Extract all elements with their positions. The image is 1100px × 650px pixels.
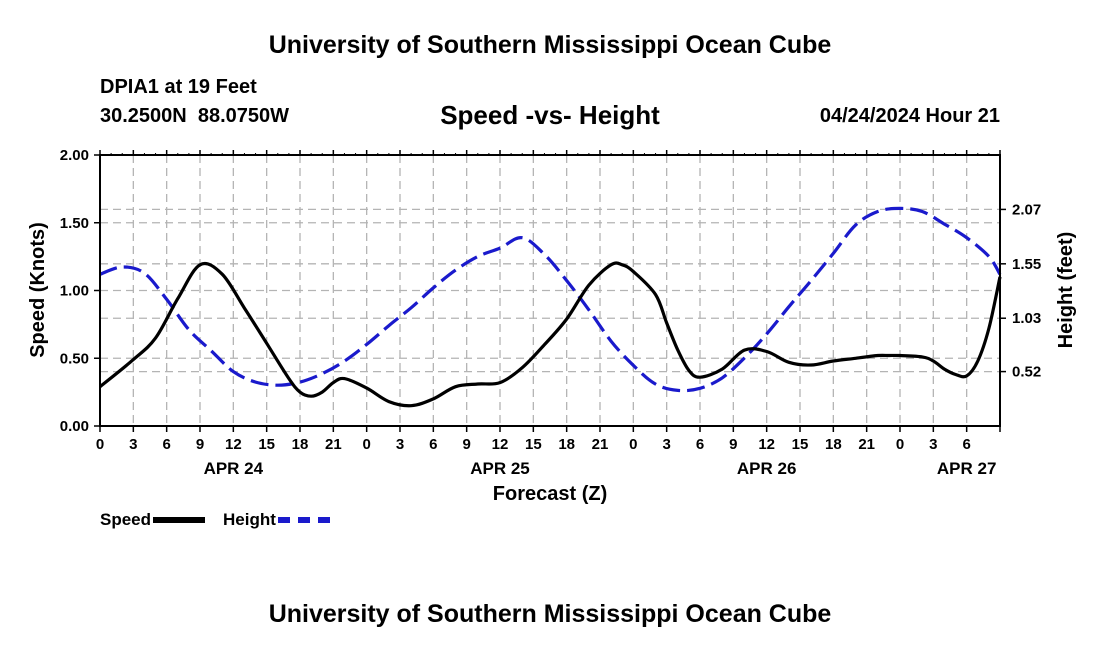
legend-speed: Speed: [100, 510, 206, 530]
x-tick-label: 6: [962, 436, 970, 453]
legend-height: Height: [223, 510, 330, 530]
grid: [100, 155, 1000, 426]
x-tick-label: 9: [462, 436, 470, 453]
x-tick-label: 9: [729, 436, 737, 453]
date-label: APR 27: [937, 459, 997, 478]
y-tick-label: 1.00: [60, 283, 89, 300]
chart-subtitle: Speed -vs- Height: [440, 100, 660, 130]
forecast-timestamp: 04/24/2024 Hour 21: [819, 105, 1000, 127]
x-tick-label: 18: [558, 436, 575, 453]
x-tick-label: 3: [662, 436, 670, 453]
x-tick-label: 21: [592, 436, 609, 453]
y-tick-label: 0.00: [60, 418, 89, 435]
legend: Speed Height: [100, 508, 348, 532]
x-tick-label: 15: [258, 436, 275, 453]
axes: 0 3 6 9 12 15 18 21 0 3 6 9 12 15 18 21 0 3 6 9 12 15 18 21 0 3 6 A…: [27, 147, 1077, 505]
x-tick-label: 18: [825, 436, 842, 453]
x-tick-label: 21: [858, 436, 875, 453]
footer-title: University of Southern Mississippi Ocean…: [268, 600, 832, 628]
x-tick-label: 9: [196, 436, 204, 453]
y-axis-label: Speed (Knots): [27, 222, 49, 358]
height-line: [99, 206, 1002, 393]
y2-tick-label: 2.07: [1012, 201, 1041, 218]
legend-speed-swatch: [153, 517, 206, 523]
y-tick-label: 2.00: [60, 147, 89, 164]
x-tick-label: 0: [362, 436, 370, 453]
x-tick-label: 6: [162, 436, 170, 453]
y-tick-label: 0.50: [60, 350, 89, 367]
chart-title: University of Southern Mississippi Ocean…: [268, 31, 832, 59]
speed-series: [98, 261, 1002, 408]
y2-tick-label: 1.55: [1012, 256, 1041, 273]
speed-line: [98, 261, 1002, 408]
x-tick-label: 12: [492, 436, 509, 453]
height-series: [99, 206, 1002, 393]
x-tick-label: 0: [96, 436, 104, 453]
date-label: APR 26: [737, 459, 797, 478]
y-tick-label: 1.50: [60, 215, 89, 232]
coordinates-label: 30.2500N 88.0750W: [100, 105, 290, 127]
y2-tick-label: 0.52: [1012, 364, 1041, 381]
legend-height-swatch: [277, 517, 330, 523]
x-tick-label: 18: [292, 436, 309, 453]
x-tick-label: 3: [396, 436, 404, 453]
y2-axis-label: Height (feet): [1055, 232, 1077, 349]
x-tick-label: 21: [325, 436, 342, 453]
x-axis-label: Forecast (Z): [493, 483, 607, 505]
x-tick-label: 12: [758, 436, 775, 453]
x-tick-label: 3: [929, 436, 937, 453]
x-tick-label: 0: [896, 436, 904, 453]
date-label: APR 24: [204, 459, 264, 478]
x-tick-label: 12: [225, 436, 242, 453]
y2-tick-label: 1.03: [1012, 310, 1041, 327]
speed-height-chart: 0 3 6 9 12 15 18 21 0 3 6 9 12 15 18 21 0 3 6 9 12 15 18 21 0 3 6 A…: [27, 147, 1077, 505]
x-tick-label: 6: [429, 436, 437, 453]
legend-speed-label: Speed: [100, 510, 152, 529]
date-label: APR 25: [470, 459, 530, 478]
x-tick-label: 0: [629, 436, 637, 453]
x-tick-label: 15: [525, 436, 542, 453]
station-label: DPIA1 at 19 Feet: [100, 76, 257, 98]
x-tick-label: 3: [129, 436, 137, 453]
x-tick-label: 15: [792, 436, 809, 453]
legend-height-label: Height: [223, 510, 276, 529]
x-tick-label: 6: [696, 436, 704, 453]
